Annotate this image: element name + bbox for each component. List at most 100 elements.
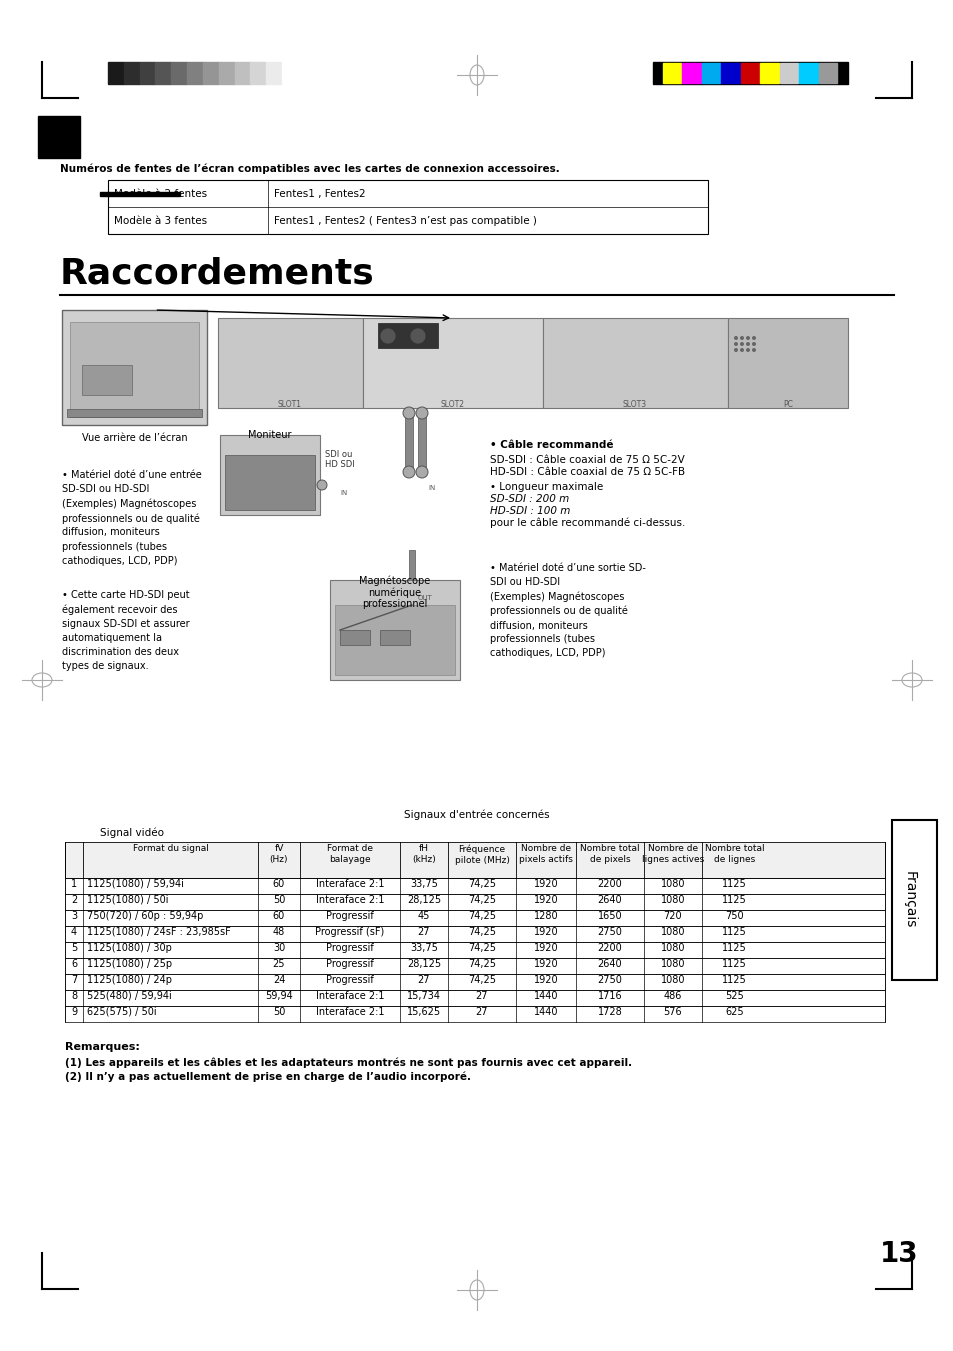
Text: 30: 30 [273,943,285,952]
Text: Raccordements: Raccordements [60,257,375,290]
Text: 27: 27 [417,927,430,938]
Text: pour le câble recommandé ci-dessus.: pour le câble recommandé ci-dessus. [490,517,684,528]
Bar [65,942,884,958]
Text: 1125: 1125 [721,894,746,905]
Bar [542,317,727,408]
Text: 2750: 2750 [597,975,621,985]
Text: Vue arrière de l’écran: Vue arrière de l’écran [82,434,187,443]
Text: (1) Les appareils et les câbles et les adaptateurs montrés ne sont pas fournis a: (1) Les appareils et les câbles et les a… [65,1058,632,1069]
Bar [172,62,187,84]
Bar [405,408,413,476]
Text: 1920: 1920 [533,894,558,905]
Circle shape [745,349,749,353]
Bar [65,842,884,878]
Text: Progressif: Progressif [326,959,374,969]
Text: 2200: 2200 [597,880,621,889]
Text: 525: 525 [724,992,743,1001]
Bar [330,580,459,680]
Circle shape [405,598,418,612]
Text: Remarques:: Remarques: [65,1042,140,1052]
Text: Fréquence
pilote (MHz): Fréquence pilote (MHz) [454,844,509,865]
Circle shape [402,466,415,478]
Text: 74,25: 74,25 [468,975,496,985]
Text: Nombre total
de pixels: Nombre total de pixels [579,844,639,865]
Text: 2640: 2640 [598,959,621,969]
Text: 74,25: 74,25 [468,927,496,938]
Text: 750(720) / 60p : 59,94p: 750(720) / 60p : 59,94p [87,911,203,921]
Bar [727,317,847,408]
Text: • Longueur maximale: • Longueur maximale [490,482,602,492]
Text: 48: 48 [273,927,285,938]
Circle shape [733,336,738,340]
Bar [779,63,798,82]
Text: 15,625: 15,625 [407,1006,440,1017]
Text: 1125(1080) / 50i: 1125(1080) / 50i [87,894,169,905]
Text: 74,25: 74,25 [468,943,496,952]
Text: (2) Il n’y a pas actuellement de prise en charge de l’audio incorporé.: (2) Il n’y a pas actuellement de prise e… [65,1071,471,1082]
Text: Fentes1 , Fentes2 ( Fentes3 n’est pas compatible ): Fentes1 , Fentes2 ( Fentes3 n’est pas co… [274,216,537,226]
Text: Magnétoscope
numérique
professionnel: Magnétoscope numérique professionnel [359,576,430,609]
Text: SD-SDI : 200 m: SD-SDI : 200 m [490,494,569,504]
Text: 27: 27 [476,1006,488,1017]
Text: 750: 750 [724,911,743,921]
Text: 74,25: 74,25 [468,959,496,969]
Text: SLOT2: SLOT2 [440,400,464,409]
Bar [62,309,207,426]
Bar [379,630,410,644]
Text: Modèle à 3 fentes: Modèle à 3 fentes [113,216,207,226]
Text: 1125: 1125 [721,975,746,985]
Circle shape [410,328,426,345]
Text: 1440: 1440 [533,992,558,1001]
Text: Signaux d'entrée concernés: Signaux d'entrée concernés [404,811,549,820]
Text: Progressif: Progressif [326,911,374,921]
Bar [891,820,936,979]
Text: 28,125: 28,125 [407,894,440,905]
Text: • Câble recommandé: • Câble recommandé [490,440,613,450]
Bar [409,550,415,590]
Bar [108,180,707,234]
Text: 9: 9 [71,1006,77,1017]
Bar [187,62,203,84]
Bar [155,62,172,84]
Text: 15,734: 15,734 [407,992,440,1001]
Text: 27: 27 [417,975,430,985]
Circle shape [402,407,415,419]
Bar [82,365,132,394]
Text: Moniteur: Moniteur [248,430,292,440]
Text: 59,94: 59,94 [265,992,293,1001]
Bar [38,116,80,158]
Text: • Cette carte HD-SDI peut
également recevoir des
signaux SD-SDI et assurer
autom: • Cette carte HD-SDI peut également rece… [62,590,190,670]
Text: OUT: OUT [417,594,433,601]
Text: SD-SDI : Câble coaxial de 75 Ω 5C-2V: SD-SDI : Câble coaxial de 75 Ω 5C-2V [490,455,684,465]
Text: 1080: 1080 [660,975,684,985]
Text: IN: IN [339,490,347,496]
Text: 74,25: 74,25 [468,880,496,889]
Bar [65,974,884,990]
Text: 1125(1080) / 25p: 1125(1080) / 25p [87,959,172,969]
Bar [681,63,700,82]
Text: 74,25: 74,25 [468,911,496,921]
Bar [65,878,884,894]
Circle shape [733,342,738,346]
Bar [100,192,180,196]
Text: 27: 27 [476,992,488,1001]
Text: 1125: 1125 [721,943,746,952]
Text: 1080: 1080 [660,880,684,889]
Text: 1920: 1920 [533,943,558,952]
Text: 45: 45 [417,911,430,921]
Text: 1440: 1440 [533,1006,558,1017]
Text: Nombre total
de lignes: Nombre total de lignes [704,844,763,865]
Text: SLOT1: SLOT1 [277,400,302,409]
Text: 1080: 1080 [660,894,684,905]
Circle shape [740,342,743,346]
Bar [282,62,297,84]
Text: 5: 5 [71,943,77,952]
Text: Signal vidéo: Signal vidéo [100,828,164,839]
Text: 486: 486 [663,992,681,1001]
Text: PC: PC [782,400,792,409]
Bar [108,62,124,84]
Bar [266,62,282,84]
Bar [251,62,266,84]
Text: Format de
balayage: Format de balayage [327,844,373,865]
Text: Modèle à 2 fentes: Modèle à 2 fentes [113,189,207,199]
